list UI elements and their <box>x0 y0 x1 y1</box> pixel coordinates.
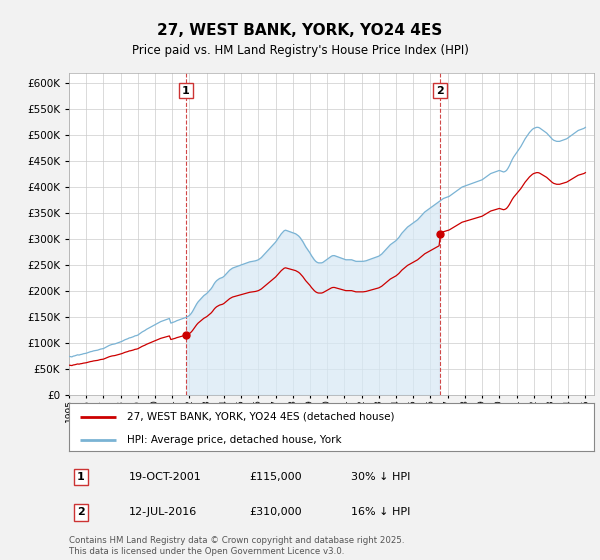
Text: 2: 2 <box>436 86 444 96</box>
Text: 2: 2 <box>77 507 85 517</box>
Text: 16% ↓ HPI: 16% ↓ HPI <box>351 507 410 517</box>
Text: Contains HM Land Registry data © Crown copyright and database right 2025.
This d: Contains HM Land Registry data © Crown c… <box>69 536 404 556</box>
Text: 1: 1 <box>182 86 190 96</box>
Text: £310,000: £310,000 <box>249 507 302 517</box>
Text: Price paid vs. HM Land Registry's House Price Index (HPI): Price paid vs. HM Land Registry's House … <box>131 44 469 57</box>
Text: HPI: Average price, detached house, York: HPI: Average price, detached house, York <box>127 435 341 445</box>
Text: 19-OCT-2001: 19-OCT-2001 <box>129 472 202 482</box>
Text: 27, WEST BANK, YORK, YO24 4ES: 27, WEST BANK, YORK, YO24 4ES <box>157 24 443 38</box>
Text: 12-JUL-2016: 12-JUL-2016 <box>129 507 197 517</box>
Text: 27, WEST BANK, YORK, YO24 4ES (detached house): 27, WEST BANK, YORK, YO24 4ES (detached … <box>127 412 394 422</box>
Text: £115,000: £115,000 <box>249 472 302 482</box>
Text: 1: 1 <box>77 472 85 482</box>
Text: 30% ↓ HPI: 30% ↓ HPI <box>351 472 410 482</box>
